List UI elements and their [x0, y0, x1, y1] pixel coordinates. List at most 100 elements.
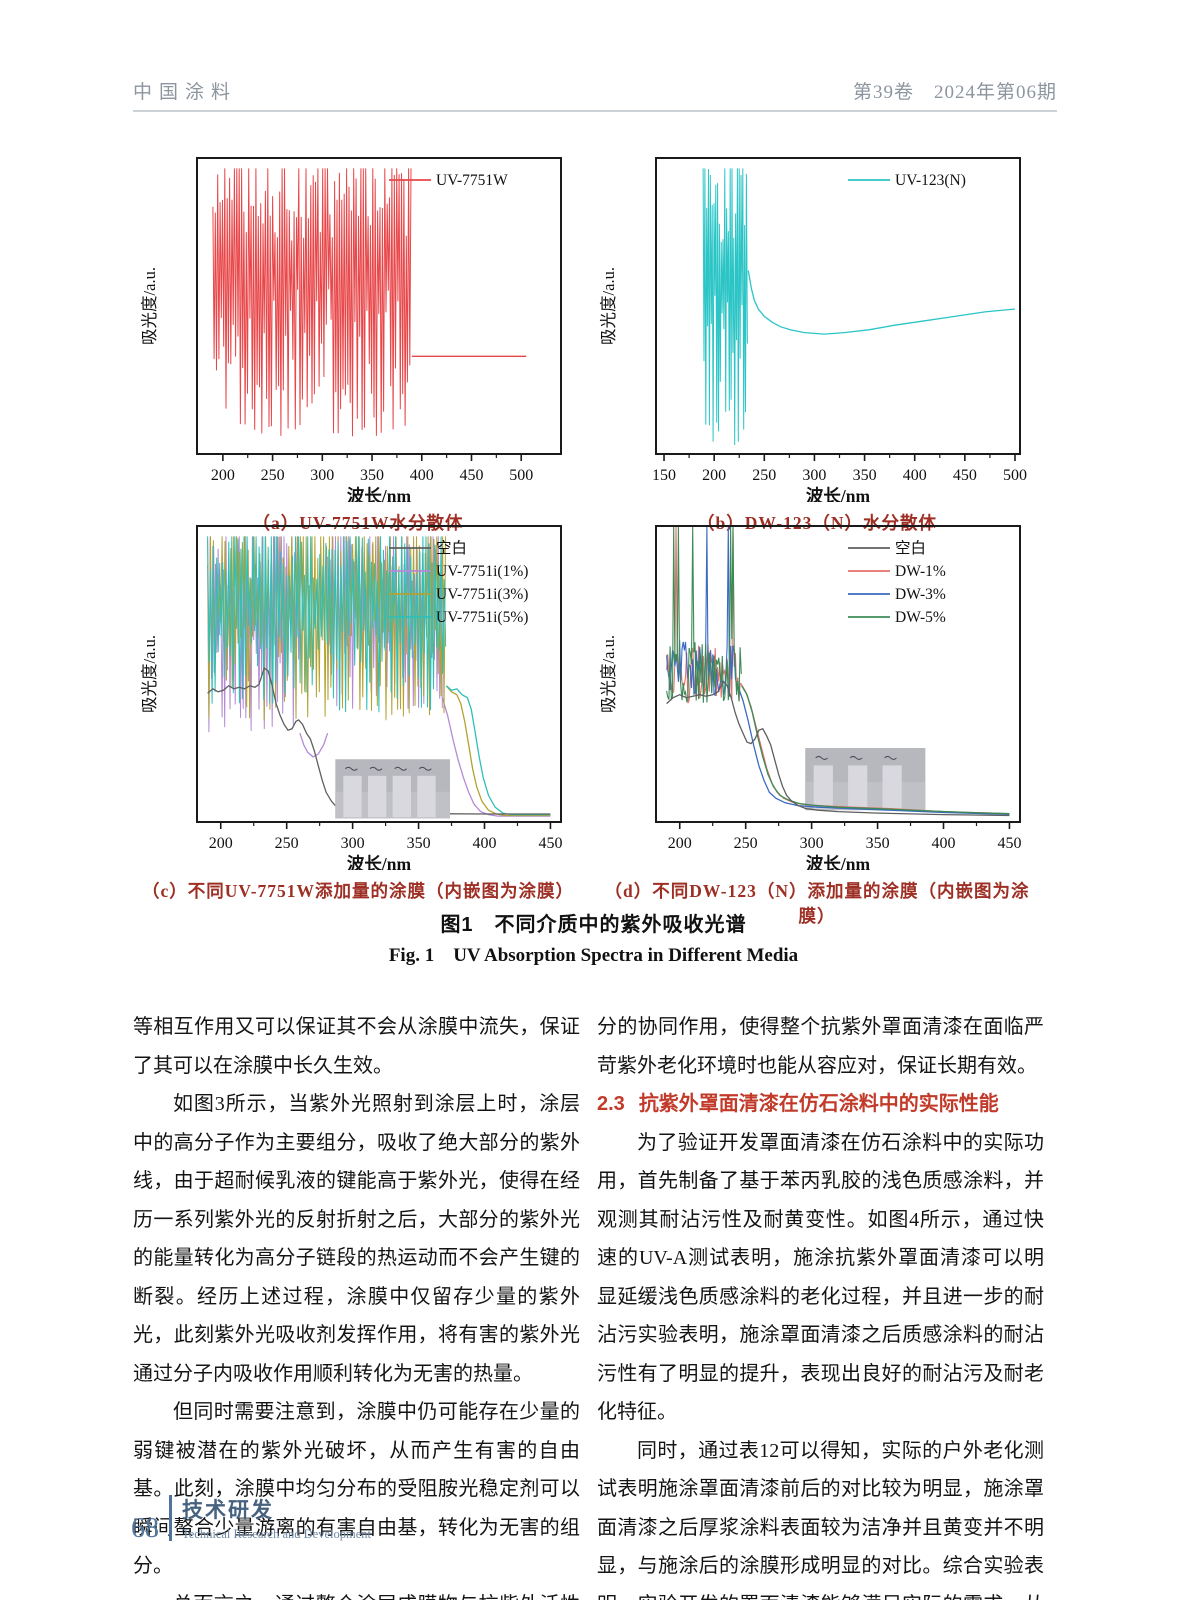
x-tick-label: 350 [853, 467, 877, 484]
body-column-left: 等相互作用又可以保证其不会从涂膜中流失，保证了其可以在涂膜中长久生效。如图3所示… [133, 1008, 580, 1600]
x-tick-label: 250 [275, 835, 299, 852]
legend-label: UV-7751i(5%) [436, 609, 528, 626]
x-tick-label: 450 [997, 835, 1021, 852]
page-header: 中国涂料 第39卷 2024年第06期 [133, 80, 1057, 112]
x-tick-label: 300 [310, 467, 334, 484]
x-tick-label: 400 [410, 467, 434, 484]
x-tick-label: 200 [702, 467, 726, 484]
x-tick-label: 300 [802, 467, 826, 484]
figure-caption-en: Fig. 1 UV Absorption Spectra in Differen… [388, 945, 799, 966]
x-axis-label: 波长/nm [347, 486, 412, 502]
chart-a-caption: （a）UV-7751W水分散体 [252, 513, 464, 533]
series-UV-123(N) [747, 270, 1016, 335]
legend-label: UV-7751W [436, 172, 508, 189]
page-footer: 68 技术研发 Technical Research and Developme… [131, 1492, 371, 1544]
series-UV-7751W [212, 168, 412, 437]
y-axis-label: 吸光度/a.u. [140, 635, 159, 713]
legend: 空白 UV-7751i(1%) UV-7751i(3%) UV-7751i(5%) [389, 539, 528, 626]
chart-b-caption: （b）DW-123（N）水分散体 [697, 513, 937, 533]
paragraph: 总而言之，通过整个涂层成膜物与抗紫外活性成 [133, 1586, 580, 1600]
footer-section-en: Technical Research and Development [182, 1527, 371, 1541]
series-UV-7751i(1%) [441, 697, 551, 817]
footer-divider [169, 1495, 172, 1541]
inset-photo [335, 759, 450, 819]
x-tick-label: 150 [652, 467, 676, 484]
y-axis-label: 吸光度/a.u. [599, 267, 618, 345]
x-tick-label: 250 [261, 467, 285, 484]
x-tick-label: 300 [800, 835, 824, 852]
series-DW-5% [741, 685, 1010, 815]
x-tick-label: 350 [407, 835, 431, 852]
series-UV-7751i(3%) [207, 536, 446, 721]
x-axis: 200 250 300 350 400 450 500 [211, 454, 533, 484]
plot-frame [196, 157, 562, 455]
legend: UV-123(N) [848, 172, 966, 189]
issue-info: 第39卷 2024年第06期 [852, 82, 1057, 103]
x-tick-label: 450 [538, 835, 562, 852]
footer-section-cn: 技术研发 [182, 1499, 274, 1522]
paragraph: 分的协同作用，使得整个抗紫外罩面清漆在面临严苛紫外老化环境时也能从容应对，保证长… [597, 1016, 1044, 1077]
paragraph: 同时，通过表12可以得知，实际的户外老化测试表明施涂罩面清漆前后的对比较为明显，… [597, 1439, 1044, 1600]
x-axis: 150 200 250 300 350 400 450 500 [652, 454, 1027, 484]
series-空白 [666, 680, 1010, 817]
section-heading: 2.3 抗紫外罩面清漆在仿石涂料中的实际性能 [597, 1093, 999, 1115]
x-axis: 200 250 300 350 400 450 [668, 822, 1021, 852]
legend-label: 空白 [436, 539, 467, 557]
series-DW-5% [666, 526, 742, 703]
series-group [666, 526, 1010, 817]
plot-frame [196, 525, 562, 823]
x-tick-label: 200 [209, 835, 233, 852]
x-axis-label: 波长/nm [806, 486, 871, 502]
paragraph: 但同时需要注意到，涂膜中仍可能存在少量的弱键被潜在的紫外光破坏，从而产生有害的自… [133, 1401, 580, 1577]
x-tick-label: 450 [953, 467, 977, 484]
x-tick-label: 200 [211, 467, 235, 484]
plot-frame [655, 525, 1021, 823]
x-axis-label: 波长/nm [347, 854, 412, 870]
series-UV-7751i(5%) [445, 685, 551, 816]
legend-label: UV-7751i(3%) [436, 586, 528, 603]
journal-name: 中国涂料 [133, 82, 238, 103]
series-group [207, 536, 551, 819]
paragraph: 等相互作用又可以保证其不会从涂膜中流失，保证了其可以在涂膜中长久生效。 [133, 1016, 580, 1077]
x-axis-label: 波长/nm [806, 854, 871, 870]
legend-label: DW-5% [895, 609, 946, 626]
x-axis: 200 250 300 350 400 450 [209, 822, 562, 852]
footer-section: 技术研发 Technical Research and Development [182, 1494, 371, 1542]
paragraph: 为了验证开发罩面清漆在仿石涂料中的实际功用，首先制备了基于苯丙乳胶的浅色质感涂料… [597, 1131, 1044, 1424]
series-UV-7751i(5%) [207, 536, 447, 713]
x-tick-label: 250 [734, 835, 758, 852]
x-tick-label: 400 [932, 835, 956, 852]
inset-photo [805, 748, 926, 811]
paragraph: 如图3所示，当紫外光照射到涂层上时，涂层中的高分子作为主要组分，吸收了绝大部分的… [133, 1093, 580, 1385]
chart-a-cell: 200 250 300 350 400 450 500 波长/nm 吸光度/a.u. UV-775… [133, 146, 583, 535]
chart-a-plot: 200 250 300 350 400 450 500 波长/nm 吸光度/a.u. UV-775… [140, 157, 562, 506]
page-number: 68 [131, 1513, 159, 1544]
chart-b-plot: 150 200 250 300 350 400 450 500 波长/nm 吸光度/a.u. UV-… [599, 157, 1027, 506]
series-DW-3% [737, 685, 1010, 815]
y-axis-label: 吸光度/a.u. [140, 267, 159, 345]
series-group [702, 168, 1016, 446]
legend-label: 空白 [895, 539, 926, 557]
series-UV-123(N) [702, 168, 748, 446]
chart-c-cell: 200 250 300 350 400 450 波长/nm 吸光度/a.u. 空白 UV-7751… [133, 514, 583, 903]
series-group [212, 168, 527, 437]
legend-label: DW-1% [895, 563, 946, 580]
legend-label: UV-123(N) [895, 172, 966, 189]
x-tick-label: 200 [668, 835, 692, 852]
x-tick-label: 450 [459, 467, 483, 484]
legend-label: UV-7751i(1%) [436, 563, 528, 580]
legend: 空白 DW-1% DW-3% DW-5% [848, 539, 946, 626]
chart-d-cell: 200 250 300 350 400 450 波长/nm 吸光度/a.u. 空白 DW-1% DW… [592, 514, 1042, 928]
legend-label: DW-3% [895, 586, 946, 603]
x-tick-label: 250 [752, 467, 776, 484]
figure-caption-cn: 图1 不同介质中的紫外吸收光谱 [440, 914, 747, 936]
x-tick-label: 300 [341, 835, 365, 852]
x-tick-label: 350 [866, 835, 890, 852]
chart-d-caption: （d）不同DW-123（N）添加量的涂膜（内嵌图为涂膜） [604, 881, 1030, 926]
body-column-right: 分的协同作用，使得整个抗紫外罩面清漆在面临严苛紫外老化环境时也能从容应对，保证长… [597, 1008, 1044, 1600]
series-UV-7751i(3%) [445, 685, 551, 817]
x-tick-label: 500 [509, 467, 533, 484]
x-tick-label: 500 [1003, 467, 1027, 484]
legend: UV-7751W [389, 172, 508, 189]
